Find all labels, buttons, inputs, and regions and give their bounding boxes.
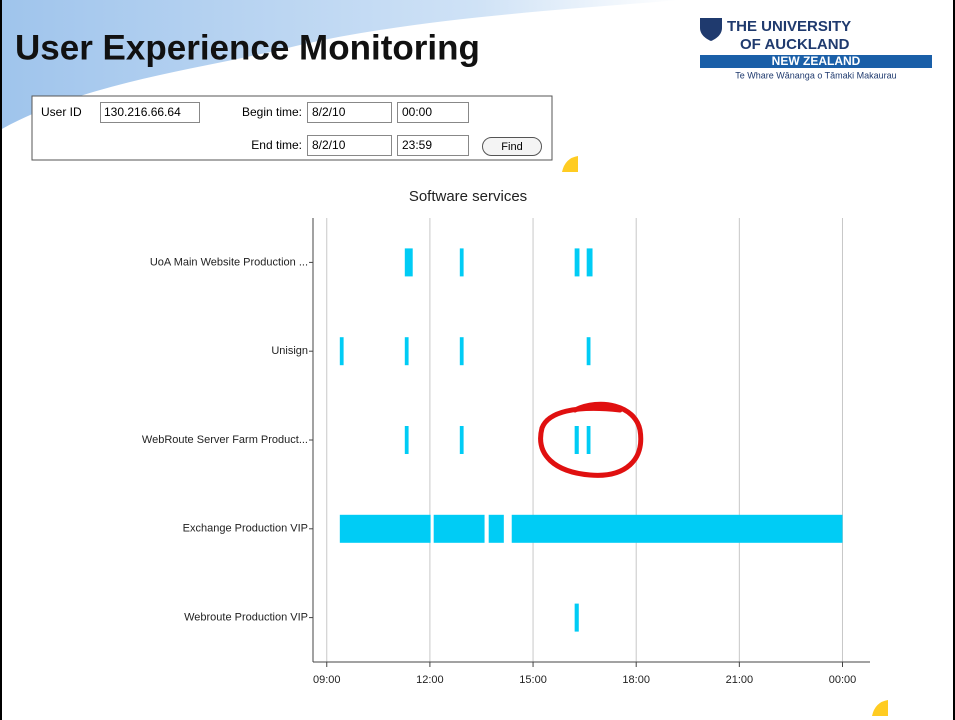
logo-line: THE UNIVERSITY (727, 18, 851, 35)
annotation-circle (538, 401, 644, 478)
begin-time-input[interactable] (397, 102, 469, 123)
event-bar (586, 426, 591, 454)
find-button[interactable] (482, 137, 542, 156)
y-tick-label: Exchange Production VIP (183, 523, 308, 535)
input-text: 00:00 (402, 105, 432, 119)
input-text: 8/2/10 (312, 138, 346, 152)
y-tick-label: Webroute Production VIP (184, 612, 308, 624)
event-bar (574, 248, 580, 277)
logo-motto: Te Whare Wānanga o Tāmaki Makaurau (735, 70, 896, 80)
x-tick-label: 15:00 (519, 674, 547, 686)
chart-title: Software services (409, 188, 527, 205)
event-bar (404, 337, 409, 366)
label: User ID (41, 105, 82, 119)
plot: 09:00 12:00 15:00 18:00 21:00 00:00 UoA Main W… (142, 218, 870, 686)
input-text: 8/2/10 (312, 105, 346, 119)
event-bar (459, 426, 464, 454)
input-text: 130.216.66.64 (104, 105, 181, 119)
logo-line: OF AUCKLAND (740, 36, 850, 53)
user-id-input[interactable]: 130.216.66.64 (100, 102, 200, 123)
label: Begin time: (242, 105, 302, 119)
event-bar (404, 248, 413, 277)
crest (700, 18, 722, 41)
event-bar (574, 603, 579, 632)
logo-band-text: NEW ZEALAND (772, 54, 861, 68)
event-bar (433, 514, 485, 543)
logo-band (700, 55, 932, 68)
event-bar (459, 337, 464, 366)
label: End time: (251, 138, 302, 152)
event-bar (404, 426, 409, 454)
event-bar (586, 337, 591, 366)
event-bar (511, 514, 843, 543)
event-bar (339, 337, 344, 366)
y-tick-label: Unisign (271, 345, 308, 357)
end-time-input[interactable] (397, 135, 469, 156)
event-bar (459, 248, 464, 277)
title: User Experience Monitoring (15, 28, 480, 67)
event-bar (488, 514, 504, 543)
x-tick-label: 00:00 (829, 674, 857, 686)
x-tick-label: 18:00 (622, 674, 650, 686)
x-tick-label: 09:00 (313, 674, 341, 686)
button-text: Find (501, 141, 522, 153)
event-bar (339, 514, 431, 543)
decoration (562, 156, 578, 172)
x-tick-label: 12:00 (416, 674, 444, 686)
y-tick-label: UoA Main Website Production ... (150, 256, 308, 268)
swoosh (0, 0, 680, 130)
begin-date-input[interactable] (307, 102, 392, 123)
event-bar (586, 248, 593, 277)
event-bar (574, 426, 579, 454)
end-date-input[interactable] (307, 135, 392, 156)
x-tick-label: 21:00 (726, 674, 754, 686)
input-text: 23:59 (402, 138, 432, 152)
y-tick-label: WebRoute Server Farm Product... (142, 434, 308, 446)
decoration (872, 700, 888, 716)
